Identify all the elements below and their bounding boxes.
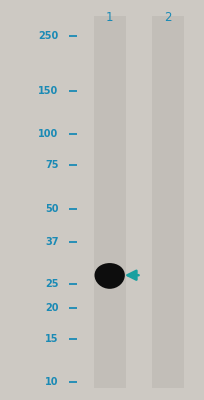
Text: 20: 20 [45,303,58,313]
Text: 10: 10 [45,378,58,388]
Text: 100: 100 [38,129,58,139]
Text: 1: 1 [105,11,113,24]
Text: 50: 50 [45,204,58,214]
Text: 250: 250 [38,31,58,41]
Text: 37: 37 [45,236,58,246]
Text: 75: 75 [45,160,58,170]
Bar [151,16,183,388]
Ellipse shape [94,263,124,289]
Text: 25: 25 [45,279,58,289]
Text: 15: 15 [45,334,58,344]
Bar [93,16,125,388]
Text: 2: 2 [164,11,171,24]
Text: 150: 150 [38,86,58,96]
